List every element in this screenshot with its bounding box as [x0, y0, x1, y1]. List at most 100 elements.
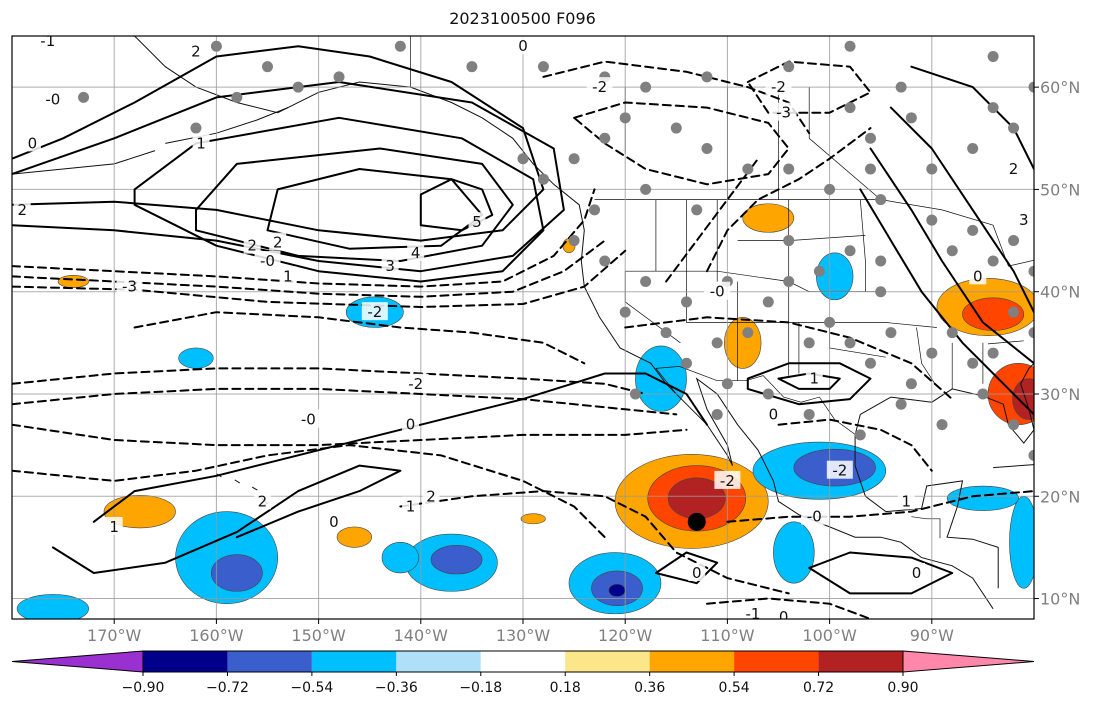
contour-line-18 [746, 362, 872, 406]
contour-label-bg [468, 212, 486, 231]
station-dot [1028, 449, 1034, 461]
contour-label-bg [1015, 210, 1033, 229]
contour-label-bg [805, 368, 823, 387]
station-dot [711, 337, 723, 349]
border-9 [859, 199, 866, 292]
contour-label: 0 [518, 37, 528, 55]
station-dot [783, 275, 795, 287]
shaded-region-16 [742, 203, 795, 233]
coastline-1 [854, 414, 999, 589]
lon-tick-label: 120°W [598, 626, 653, 645]
station-dot [844, 337, 856, 349]
contour-label: -0 [260, 252, 275, 270]
contour-label-bg [243, 235, 261, 254]
contour-label-bg [801, 506, 828, 525]
station-dot [640, 81, 652, 93]
station-dot [78, 91, 90, 103]
contour-label-bg [764, 404, 782, 423]
lat-tick-label: 50°N [1040, 180, 1080, 199]
lon-tick-label: 170°W [87, 626, 142, 645]
contour-label: 2 [191, 42, 201, 60]
contour-label-bg [1005, 158, 1023, 177]
contour-line-0 [12, 45, 545, 242]
shaded-region-15 [724, 316, 762, 369]
contour-label: -3 [122, 278, 137, 296]
station-dot [619, 112, 631, 124]
colorbar-tick-label: 0.72 [803, 680, 834, 696]
border-21 [808, 87, 881, 200]
station-dot [231, 91, 243, 103]
contour-line-25 [542, 60, 811, 135]
lon-tick-label: 160°W [189, 626, 244, 645]
shaded-region-29 [336, 526, 373, 548]
station-dot [885, 327, 897, 339]
contour-label: -0 [807, 508, 822, 526]
colorbar-tick-label: −0.54 [290, 680, 333, 696]
station-dot [936, 419, 948, 431]
lat-tick-label: 30°N [1040, 385, 1080, 404]
station-dot [721, 378, 733, 390]
station-dot [895, 81, 907, 93]
station-dot [537, 61, 549, 73]
shaded-region-7 [608, 583, 626, 597]
contour-label: 1 [901, 492, 911, 510]
contour-label: -2 [771, 78, 786, 96]
contour-line-11 [12, 387, 678, 416]
contour-line-5 [419, 178, 494, 232]
station-dot [987, 255, 999, 267]
lat-tick-label: 20°N [1040, 487, 1080, 506]
station-dot [711, 408, 723, 420]
contour-line-6 [12, 188, 596, 288]
contour-line-31 [889, 106, 1034, 314]
station-dot [568, 235, 580, 247]
contour-label-bg [739, 603, 766, 619]
shaded-region-30 [520, 513, 546, 525]
station-dot [977, 388, 989, 400]
contour-line-2 [133, 116, 545, 283]
border-17 [987, 340, 1024, 345]
station-dot [1028, 265, 1034, 277]
lon-tick-label: 130°W [496, 626, 551, 645]
shaded-region-9 [430, 545, 483, 575]
contour-label: -2 [720, 472, 735, 490]
station-dot [803, 408, 815, 420]
shaded-region-19 [178, 347, 214, 369]
coastline-3 [165, 107, 289, 144]
contour-label-bg [897, 491, 915, 510]
contour-label: 2 [247, 237, 257, 255]
colorbar-extend-high [902, 650, 1035, 673]
station-dot [967, 357, 979, 369]
station-dot [681, 357, 693, 369]
border-2 [655, 366, 858, 437]
station-dot [640, 183, 652, 195]
station-dot [926, 347, 938, 359]
station-dot [875, 286, 887, 298]
contour-label-bg [775, 606, 793, 619]
station-dot [783, 235, 795, 247]
station-dot [742, 163, 754, 175]
station-dot [783, 163, 795, 175]
lon-tick-label: 140°W [394, 626, 449, 645]
contour-label-bg [422, 486, 440, 505]
shaded-region-17 [816, 252, 854, 301]
colorbar-segment [480, 651, 566, 672]
station-dot [292, 81, 304, 93]
colorbar-tick-label: −0.36 [375, 680, 418, 696]
lon-tick-label: 100°W [802, 626, 857, 645]
station-dot [824, 183, 836, 195]
contour-line-3 [195, 147, 514, 262]
station-dot [1008, 235, 1020, 247]
station-dot [987, 102, 999, 114]
contour-label-bg [381, 256, 399, 275]
contour-label: -2 [408, 375, 423, 393]
storm-center-marker [687, 512, 706, 531]
contour-line-4 [266, 168, 484, 250]
colorbar-segment [734, 651, 819, 672]
contour-label-bg [765, 77, 792, 96]
station-dot [701, 71, 713, 83]
contour-label: 0 [779, 608, 789, 626]
station-dot [701, 143, 713, 155]
station-dot [864, 357, 876, 369]
station-layer [78, 40, 1034, 461]
